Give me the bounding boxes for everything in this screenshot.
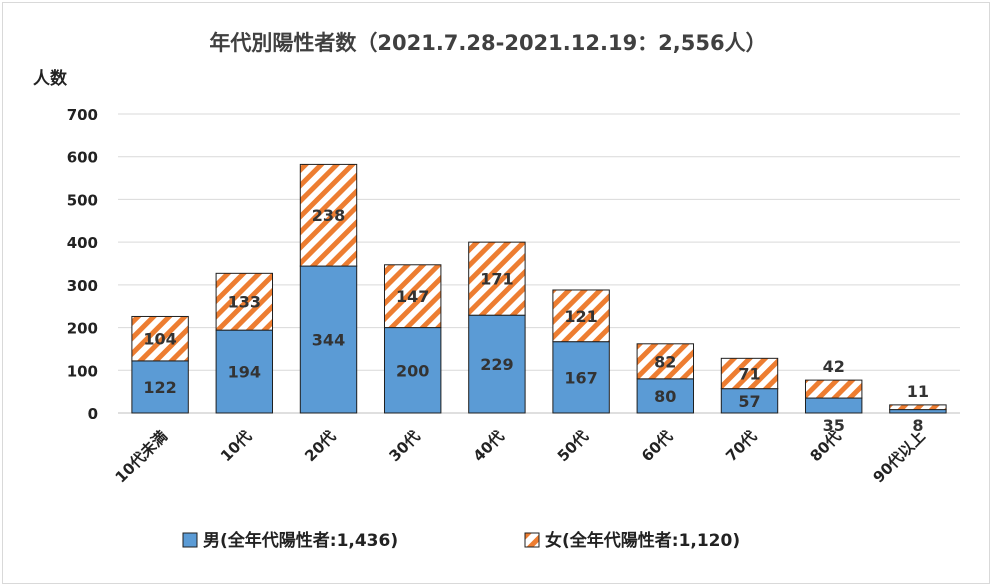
bar-male: [131, 360, 189, 414]
x-tick-label: 90代以上: [869, 427, 928, 486]
bar-female: [468, 241, 526, 316]
data-label-female: 104: [143, 330, 176, 349]
x-tick-label: 10代未満: [112, 427, 171, 486]
data-label-female: 171: [480, 270, 513, 289]
x-tick-label: 40代: [470, 427, 508, 465]
data-label-male: 167: [564, 368, 597, 387]
y-tick-label: 200: [67, 320, 98, 338]
data-label-male: 8: [912, 416, 923, 435]
x-tick-label: 50代: [554, 427, 592, 465]
data-label-female: 71: [738, 364, 760, 383]
y-tick-label: 600: [67, 149, 98, 167]
data-labels: 122 104 194 133 344 238 200 147 229 171 167 121 80 82…: [143, 206, 929, 435]
bar-female: [131, 315, 189, 362]
x-tick-label: 70代: [722, 427, 760, 465]
data-label-male: 35: [823, 416, 845, 435]
y-tick-label: 300: [67, 277, 98, 295]
bar-male: [383, 327, 442, 414]
x-axis-ticks: 10代未満 10代 20代 30代 40代 50代 60代 70代 80代 90代以上: [112, 427, 929, 486]
x-tick-label: 60代: [638, 427, 676, 465]
data-label-female: 238: [312, 206, 345, 225]
data-label-female: 42: [823, 357, 845, 376]
data-label-female: 133: [228, 293, 261, 312]
data-label-male: 194: [228, 363, 261, 382]
y-tick-label: 700: [67, 106, 98, 124]
legend: 男(全年代陽性者:1,436) 女(全年代陽性者:1,120): [182, 530, 740, 551]
x-tick-label: 10代: [217, 427, 255, 465]
bar-male: [468, 314, 526, 414]
data-label-female: 147: [396, 287, 429, 306]
data-label-male: 229: [480, 355, 513, 374]
data-label-male: 122: [143, 378, 176, 397]
bar-male: [215, 329, 274, 414]
bar-female: [804, 379, 863, 399]
bar-female: [215, 272, 274, 331]
y-axis-label: 人数: [33, 68, 68, 89]
data-label-female: 82: [654, 352, 676, 371]
bar-female: [383, 264, 442, 329]
data-label-female: 121: [564, 307, 597, 326]
y-tick-label: 500: [67, 191, 98, 209]
y-tick-label: 0: [88, 405, 98, 423]
x-tick-label: 20代: [301, 427, 339, 465]
x-tick-label: 30代: [385, 427, 423, 465]
data-label-male: 344: [312, 331, 345, 350]
bar-male: [552, 341, 610, 414]
bar-male: [804, 397, 863, 414]
legend-label-female: 女(全年代陽性者:1,120): [545, 530, 740, 551]
data-label-male: 80: [654, 387, 676, 406]
bars: [131, 163, 947, 414]
bar-female: [552, 289, 610, 343]
data-label-male: 57: [738, 392, 760, 411]
data-label-male: 200: [396, 361, 429, 380]
legend-label-male: 男(全年代陽性者:1,436): [203, 530, 398, 551]
data-label-female: 11: [907, 382, 929, 401]
bar-male: [889, 409, 947, 414]
y-tick-label: 400: [67, 234, 98, 252]
y-axis-ticks: 0 100 200 300 400 500 600 700: [67, 106, 98, 423]
legend-swatch-male: [182, 532, 198, 548]
bar-female: [720, 357, 779, 390]
y-tick-label: 100: [67, 362, 98, 380]
bar-female: [636, 343, 695, 380]
bar-female: [889, 404, 947, 411]
chart-title: 年代別陽性者数（2021.7.28-2021.12.19：2,556人）: [209, 31, 766, 55]
legend-swatch-female: [524, 532, 540, 548]
bar-female: [299, 163, 358, 267]
